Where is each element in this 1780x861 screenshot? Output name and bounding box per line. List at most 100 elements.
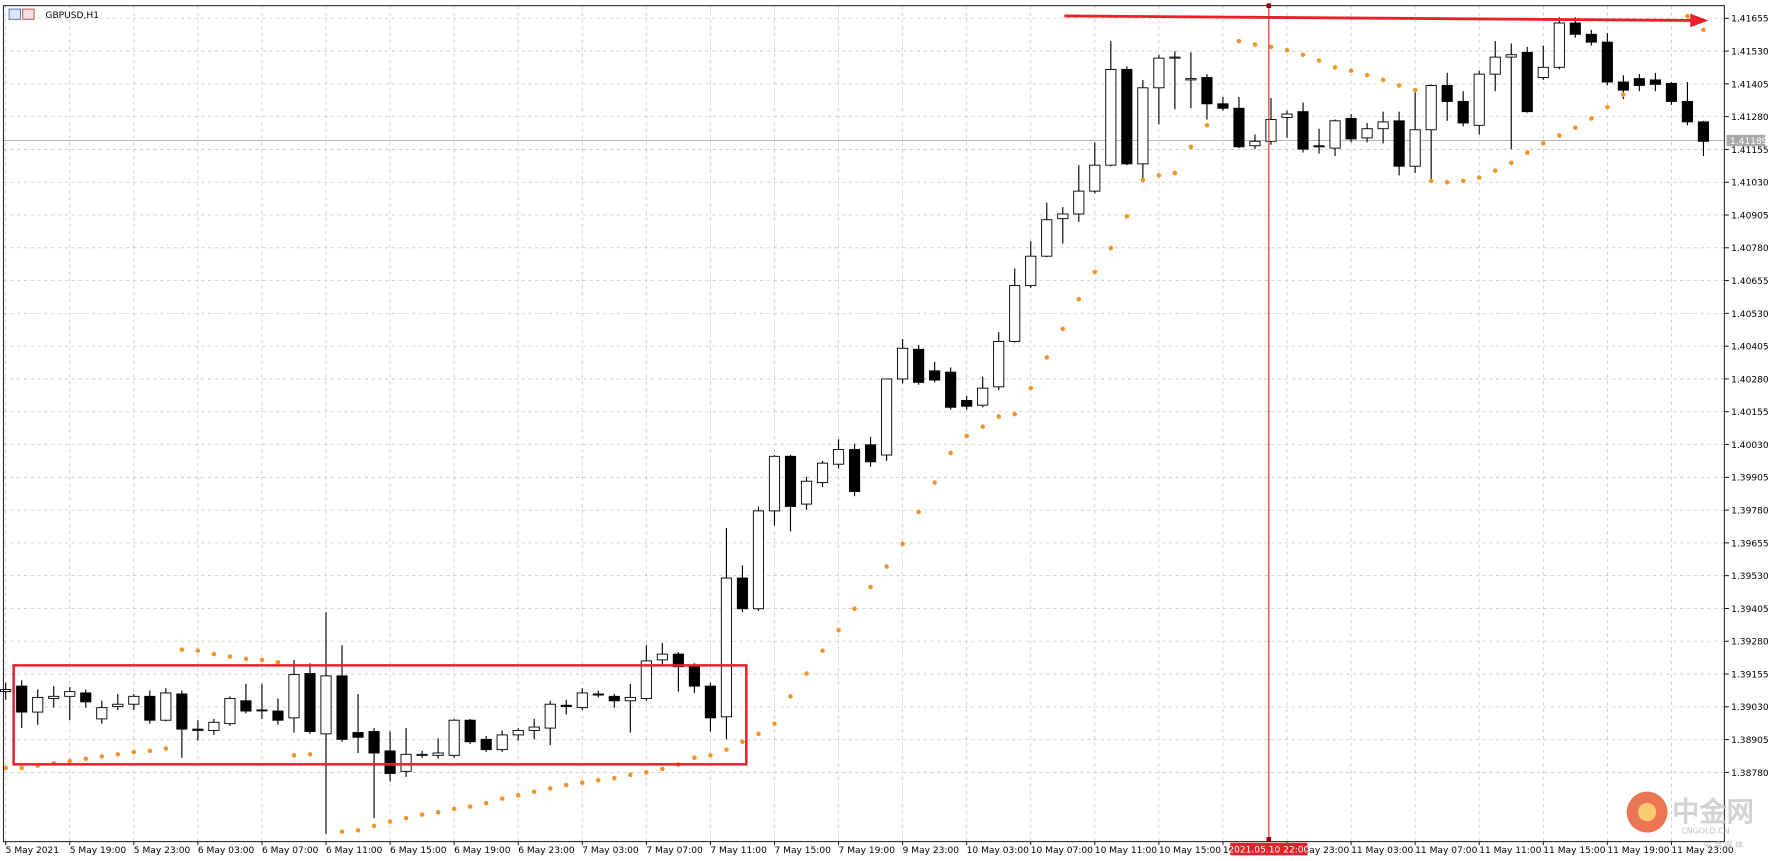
watermark: 中金网 CNGOLD.CN 中 金 媒 体 [1626,791,1754,849]
sar-dot [1140,177,1146,183]
y-tick-label: 1.40030 [1731,441,1769,451]
candle-body [80,692,92,703]
candle-body [1377,121,1389,130]
sar-dot [1268,44,1274,50]
x-tick-label: 6 May 15:00 [390,846,447,856]
sar-dot [115,752,121,757]
candle-body [752,510,765,610]
candle-body [480,738,492,751]
candle-body [1329,120,1341,149]
y-tick-label: 1.41280 [1731,113,1769,123]
candle-body [881,378,893,456]
plot [0,13,1710,834]
x-tick-label: 5 May 23:00 [134,846,191,856]
sar-dot [1316,58,1322,63]
candle-body [1569,22,1581,35]
candle-body [1617,81,1629,91]
candle-body [1393,120,1405,167]
candle-body [560,704,572,708]
x-tick-label: 10 May 23:00 [1287,846,1349,856]
candle-body [16,685,28,713]
candle-body [1137,87,1149,165]
candle-body [496,734,508,751]
sar-dot [596,778,601,783]
x-tick-label: 6 May 11:00 [326,846,383,856]
sar-dot [499,796,505,801]
y-tick-label: 1.41655 [1731,15,1769,25]
candle-body [176,693,188,730]
candle-body [993,340,1005,388]
candle-body [1169,56,1181,59]
y-tick-label: 1.39155 [1731,670,1769,680]
sar-dot [1092,269,1098,275]
sar-dot [1589,116,1594,121]
candle-body [961,400,973,407]
candle-body [1585,33,1597,43]
candle-body [800,480,813,505]
x-tick-label: 6 May 03:00 [198,846,255,856]
sar-dot [99,754,105,759]
plot-frame [2,5,1725,843]
candle-body [1441,84,1453,102]
candle-body [1457,100,1469,124]
candle-body [1025,255,1037,287]
candle-body [304,673,316,732]
sar-dot [227,654,233,659]
sar-dot [3,765,8,771]
candle-body [1057,213,1069,220]
sar-dot [852,606,857,612]
candle-body [368,731,380,754]
sar-dot [1557,133,1562,138]
sar-dot [1412,87,1418,93]
candle-body [945,371,957,408]
y-tick-label: 1.41530 [1731,47,1769,57]
sar-dot [563,782,569,788]
sar-dot [756,731,761,737]
candle-body [688,666,700,687]
x-tick-label: 11 May 11:00 [1479,846,1541,856]
candle-body [528,726,540,731]
sar-dot [547,786,553,791]
candle-body [256,709,268,712]
sar-dot [355,828,361,833]
candle-body [1153,57,1165,89]
sar-dot [724,747,729,752]
candle-body [1073,190,1085,215]
x-tick-label: 11 May 15:00 [1543,846,1605,856]
sar-dot [612,775,617,781]
sar-dot [19,765,24,771]
y-tick-label: 1.40405 [1731,343,1769,353]
x-tick-label: 11 May 19:00 [1607,846,1669,856]
sar-dot [692,755,697,761]
candle-body [672,653,684,668]
sar-dot [307,752,313,757]
x-tick-label: 11 May 23:00 [1671,846,1733,856]
candle-body [416,753,428,756]
x-tick-label: 7 May 03:00 [582,846,639,856]
candle-body [112,703,124,708]
y-tick-label: 1.39780 [1731,507,1769,517]
sar-dot [515,792,521,798]
candle-body [1249,140,1261,147]
sar-dot [1012,411,1017,417]
sar-dot [467,804,473,809]
sar-dot [996,414,1001,419]
candle-body [1361,128,1373,139]
candle-body [96,707,108,720]
sar-dot [1204,123,1210,128]
x-tick-label: 10 May 11:00 [1095,846,1157,856]
candle-body [1233,107,1245,148]
candle-body [977,387,989,406]
sar-dot [1060,326,1066,332]
x-tick-label: 5 May 19:00 [70,846,127,856]
symbol-title: GBPUSD,H1 [45,11,99,21]
candle-body [1009,285,1021,342]
x-tick-label: 7 May 15:00 [774,846,831,856]
sar-dot [580,780,585,785]
y-tick-label: 1.41155 [1731,146,1769,156]
sar-dot [163,746,169,751]
y-tick-label: 1.40155 [1731,408,1769,418]
candle-body [1201,77,1213,105]
sar-dot [531,789,537,795]
